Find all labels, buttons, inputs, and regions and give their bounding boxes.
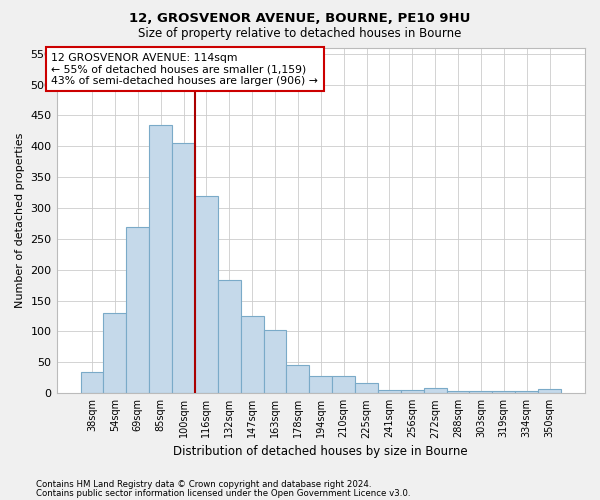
- Bar: [149, 124, 172, 393]
- Bar: [218, 280, 241, 393]
- Bar: [401, 390, 424, 393]
- X-axis label: Distribution of detached houses by size in Bourne: Distribution of detached houses by size …: [173, 444, 468, 458]
- Bar: [493, 392, 515, 393]
- Text: Contains HM Land Registry data © Crown copyright and database right 2024.: Contains HM Land Registry data © Crown c…: [36, 480, 371, 489]
- Y-axis label: Number of detached properties: Number of detached properties: [15, 132, 25, 308]
- Bar: [355, 382, 378, 393]
- Bar: [80, 372, 103, 393]
- Bar: [538, 389, 561, 393]
- Bar: [103, 313, 127, 393]
- Bar: [515, 392, 538, 393]
- Bar: [469, 392, 493, 393]
- Text: 12 GROSVENOR AVENUE: 114sqm
← 55% of detached houses are smaller (1,159)
43% of : 12 GROSVENOR AVENUE: 114sqm ← 55% of det…: [51, 52, 318, 86]
- Text: 12, GROSVENOR AVENUE, BOURNE, PE10 9HU: 12, GROSVENOR AVENUE, BOURNE, PE10 9HU: [130, 12, 470, 26]
- Bar: [286, 366, 310, 393]
- Bar: [310, 376, 332, 393]
- Text: Size of property relative to detached houses in Bourne: Size of property relative to detached ho…: [139, 28, 461, 40]
- Bar: [172, 143, 195, 393]
- Bar: [446, 392, 469, 393]
- Bar: [378, 390, 401, 393]
- Bar: [332, 376, 355, 393]
- Bar: [241, 316, 263, 393]
- Bar: [127, 226, 149, 393]
- Bar: [263, 330, 286, 393]
- Text: Contains public sector information licensed under the Open Government Licence v3: Contains public sector information licen…: [36, 489, 410, 498]
- Bar: [195, 196, 218, 393]
- Bar: [424, 388, 446, 393]
